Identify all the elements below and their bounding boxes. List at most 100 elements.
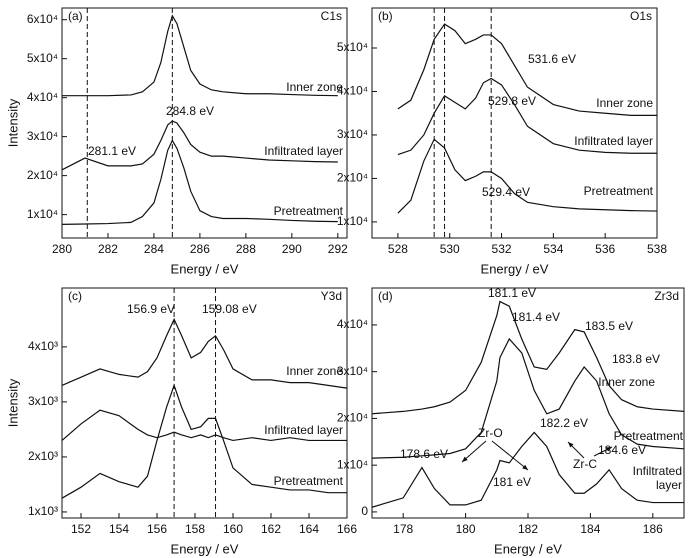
y-tick-label: 4x10⁴ [337, 84, 368, 98]
plot-frame [371, 7, 658, 239]
spectrum-line [371, 431, 684, 508]
annotation: 181.4 eV [512, 310, 560, 324]
x-axis-title: Energy / eV [481, 261, 549, 276]
x-tick-label: 158 [185, 522, 205, 536]
annotation: 531.6 eV [528, 52, 576, 66]
spectrum-line [61, 120, 338, 171]
panel: 528 530 532 534 536 538 1x10⁴ 2x10⁴ 3x10⁴ 4x10⁴ 5x… [337, 7, 667, 276]
x-tick-label: 166 [337, 522, 357, 536]
arrow [491, 440, 529, 471]
x-tick-label: 154 [109, 522, 129, 536]
x-tick-label: 184 [580, 522, 600, 536]
x-tick-label: 290 [282, 242, 302, 256]
annotation: 184.6 eV [598, 443, 646, 457]
x-tick-label: 282 [98, 242, 118, 256]
arrow-head [462, 456, 468, 462]
x-tick-label: 164 [299, 522, 319, 536]
y-tick-label: 2x10⁴ [337, 171, 368, 185]
series-label: Pretreatment [614, 429, 684, 443]
y-tick-label: 5x10⁴ [27, 51, 58, 65]
x-tick-label: 160 [223, 522, 243, 536]
y-axis-title: Intensity [5, 378, 20, 427]
element-label: C1s [321, 9, 342, 23]
y-tick-label: 4x10⁴ [27, 90, 58, 104]
annotation: 181 eV [493, 475, 531, 489]
x-tick-label: 162 [261, 522, 281, 536]
y-tick-label: 4x10⁴ [337, 317, 368, 331]
series-label: Pretreatment [274, 474, 344, 488]
annotation: Zr-C [573, 457, 597, 471]
spectrum-line [61, 317, 348, 389]
series-label: Infiltrated layer [264, 423, 343, 437]
annotation: 284.8 eV [166, 104, 214, 118]
panel: 280 282 284 286 288 290 292 1x10⁴ 2x10⁴ 3x10⁴ 4x10… [5, 7, 348, 276]
panel-label: (b) [378, 9, 393, 23]
series-label: Pretreatment [584, 184, 654, 198]
y-tick-label: 3x10³ [28, 394, 58, 408]
y-tick-label: 3x10⁴ [27, 129, 58, 143]
spectrum-line [397, 23, 657, 116]
x-tick-label: 538 [647, 242, 667, 256]
y-tick-label: 1x10⁴ [337, 457, 368, 471]
spectrum-line [61, 139, 338, 225]
x-tick-label: 528 [388, 242, 408, 256]
x-tick-label: 280 [52, 242, 72, 256]
x-tick-label: 532 [492, 242, 512, 256]
spectrum-line [61, 409, 347, 442]
y-tick-label: 1x10³ [28, 504, 58, 518]
annotation: 529.4 eV [482, 185, 530, 199]
arrow-head [522, 464, 528, 470]
series-label-box: Infiltrated layer [633, 464, 682, 492]
series-label: Pretreatment [274, 204, 344, 218]
panel-label: (c) [68, 289, 82, 303]
annotation: 156.9 eV [127, 302, 175, 316]
element-label: Zr3d [654, 289, 679, 303]
x-axis-title: Energy / eV [171, 261, 239, 276]
panel-label: (a) [68, 9, 83, 23]
y-tick-label: 2x10⁴ [27, 168, 58, 182]
series-label: Inner zone [286, 364, 343, 378]
arrow-head [606, 447, 612, 452]
x-tick-label: 178 [393, 522, 413, 536]
plot-frame [61, 7, 348, 239]
x-tick-label: 288 [236, 242, 256, 256]
x-tick-label: 180 [456, 522, 476, 536]
x-tick-label: 534 [543, 242, 563, 256]
y-tick-label: 6x10⁴ [27, 12, 58, 26]
y-tick-label: 1x10⁴ [337, 214, 368, 228]
annotation: 178.6 eV [400, 447, 448, 461]
annotation: 183.5 eV [585, 319, 633, 333]
y-tick-label: 0 [361, 504, 368, 518]
spectrum-line [62, 14, 338, 97]
y-tick-label: 2x10⁴ [337, 411, 368, 425]
annotation: Zr-O [478, 426, 503, 440]
spectrum-line [397, 77, 657, 156]
annotation: 181.1 eV [488, 286, 536, 300]
spectrum-line [371, 300, 685, 415]
spectrum-line [61, 383, 347, 499]
element-label: O1s [630, 9, 652, 23]
panel: 178 180 182 184 186 0 1x10⁴ 2x10⁴ 3x10⁴ 4x10⁴ Ener… [337, 286, 685, 556]
x-axis-title: Energy / eV [171, 541, 239, 556]
element-label: Y3d [321, 289, 342, 303]
annotation: 183.8 eV [612, 352, 660, 366]
panel-label: (d) [378, 289, 393, 303]
series-label: Infiltrated layer [574, 134, 653, 148]
y-tick-label: 1x10⁴ [27, 207, 58, 221]
spectrum-line [397, 138, 658, 214]
annotation: 182.2 eV [540, 416, 588, 430]
plot-frame [61, 287, 348, 519]
x-tick-label: 292 [328, 242, 348, 256]
y-axis-title: Intensity [5, 98, 20, 147]
series-label: Inner zone [596, 96, 653, 110]
y-tick-label: 4x10³ [28, 339, 58, 353]
panel: 152 154 156 158 160 162 164 166 1x10³ 2x10³ 3x10³ 4… [5, 287, 357, 556]
x-tick-label: 182 [518, 522, 538, 536]
x-tick-label: 286 [190, 242, 210, 256]
annotation: 529.8 eV [488, 94, 536, 108]
y-tick-label: 3x10⁴ [337, 364, 368, 378]
x-axis-title: Energy / eV [494, 541, 562, 556]
y-tick-label: 3x10⁴ [337, 127, 368, 141]
spectrum-line [371, 337, 685, 459]
